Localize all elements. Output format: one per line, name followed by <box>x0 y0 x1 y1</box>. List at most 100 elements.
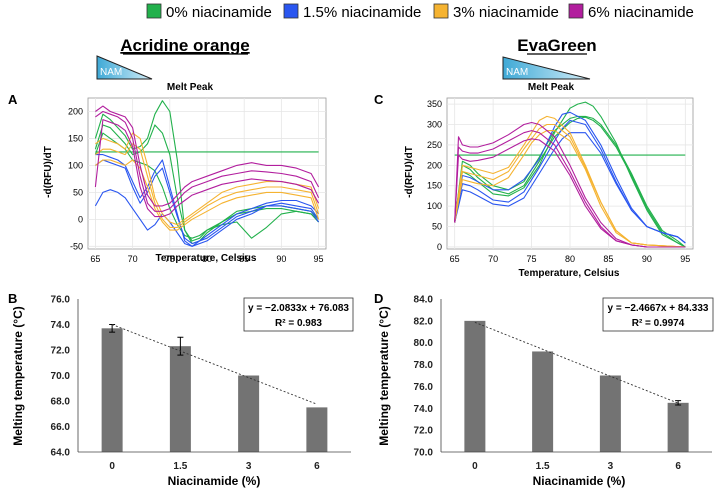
nam-label-right: NAM <box>506 67 528 78</box>
x-tick-label: 1.5 <box>536 461 550 472</box>
melting-temperature-bar-chart-acridine-orange: 64.0 66.0 68.0 70.0 72.0 74.0 76.0 0 1.5 3 6 y = … <box>11 295 354 488</box>
x-tick-label: 0 <box>472 461 478 472</box>
chart-d-trendline-box: y = −2.4667x + 84.333 R² = 0.9974 <box>602 297 714 332</box>
bar <box>169 346 191 452</box>
y-tick-label: 350 <box>427 99 442 109</box>
chart-b-r2: R² = 0.983 <box>275 318 322 329</box>
x-tick-label: 6 <box>675 461 681 472</box>
series-line-6-niacinamide <box>454 121 686 248</box>
series-line-3-niacinamide <box>454 130 686 248</box>
chart-a-grid <box>88 98 326 249</box>
x-tick-label: 75 <box>527 254 537 264</box>
y-tick-label: 200 <box>68 106 83 116</box>
nam-label-left: NAM <box>100 67 122 78</box>
series-line-1-5-niacinamide <box>95 154 320 247</box>
x-tick-label: 1.5 <box>173 461 187 472</box>
y-tick-label: 68.0 <box>51 397 71 408</box>
y-tick-label: 74.0 <box>51 320 71 331</box>
y-tick-label: 82.0 <box>414 316 434 327</box>
chart-b-x-label: Niacinamide (%) <box>168 474 261 488</box>
chart-a-title: Melt Peak <box>167 82 214 93</box>
chart-d-x-label: Niacinamide (%) <box>533 474 626 488</box>
legend-swatch-1_5pct <box>283 3 299 19</box>
x-tick-label: 90 <box>276 254 286 264</box>
melting-temperature-bar-chart-evagreen: 70.072.074.076.078.080.082.084.0 0 1.5 3 6 … <box>377 295 714 488</box>
y-tick-label: 100 <box>68 160 83 170</box>
chart-d-y-label: Melting temperature (°C) <box>377 306 391 445</box>
chart-b-y-label: Melting temperature (°C) <box>11 306 25 445</box>
y-tick-label: 78.0 <box>414 360 434 371</box>
bar <box>306 407 328 452</box>
x-tick-label: 70 <box>128 254 138 264</box>
x-tick-label: 65 <box>450 254 460 264</box>
chart-c-y-label: -d(RFU)/dT <box>404 146 415 198</box>
series-line-3-niacinamide <box>95 132 320 226</box>
panel-label-a: A <box>8 92 18 107</box>
x-tick-label: 75 <box>165 254 175 264</box>
x-tick-label: 65 <box>90 254 100 264</box>
chart-d-r2: R² = 0.9974 <box>632 318 685 329</box>
y-tick-label: 50 <box>73 187 83 197</box>
y-tick-label: 70.0 <box>414 448 434 459</box>
chart-c-x-ticks: 65 70 75 80 85 90 95 <box>450 254 691 264</box>
chart-a-series <box>94 100 320 247</box>
x-tick-label: 0 <box>109 461 115 472</box>
y-tick-label: 150 <box>427 181 442 191</box>
trendline <box>111 324 318 405</box>
y-tick-label: 200 <box>427 160 442 170</box>
legend-swatch-6pct <box>568 3 584 19</box>
y-tick-label: 100 <box>427 201 442 211</box>
x-tick-label: 70 <box>488 254 498 264</box>
chart-b-y-ticks: 64.0 66.0 68.0 70.0 72.0 74.0 76.0 <box>51 295 71 459</box>
left-column-title: Acridine orange <box>120 36 249 55</box>
chart-a-y-ticks: -50 0 50 100 150 200 <box>68 106 83 251</box>
chart-b-x-ticks: 0 1.5 3 6 <box>109 461 320 472</box>
y-tick-label: 0 <box>78 214 83 224</box>
y-tick-label: 76.0 <box>51 295 71 306</box>
x-tick-label: 6 <box>314 461 320 472</box>
legend: 0% niacinamide 1.5% niacinamide 3% niaci… <box>146 3 694 21</box>
right-column-title: EvaGreen <box>517 36 596 55</box>
series-line-1-5-niacinamide <box>95 159 320 245</box>
legend-label-0pct: 0% niacinamide <box>166 4 272 21</box>
chart-b-trendline-box: y = −2.0833x + 76.083 R² = 0.983 <box>243 297 354 332</box>
nam-triangle-right <box>502 56 591 80</box>
x-tick-label: 3 <box>246 461 252 472</box>
series-line-6-niacinamide <box>94 119 320 218</box>
series-line-3-niacinamide <box>95 159 320 231</box>
melt-peak-chart-evagreen: Melt Peak 0 50 100 150 200 250 300 350 65 70 75 80… <box>404 82 694 279</box>
bar <box>599 375 621 452</box>
x-tick-label: 80 <box>202 254 212 264</box>
series-line-3-niacinamide <box>454 123 686 248</box>
legend-label-1_5pct: 1.5% niacinamide <box>303 4 421 21</box>
x-tick-label: 85 <box>239 254 249 264</box>
bar <box>101 328 123 452</box>
chart-a-y-label: -d(RFU)/dT <box>43 146 54 198</box>
series-line-0-niacinamide <box>454 115 686 248</box>
chart-a-x-label: Temperature, Celsius <box>156 253 257 264</box>
legend-label-6pct: 6% niacinamide <box>588 4 694 21</box>
panel-label-b: B <box>8 291 17 306</box>
series-line-6-niacinamide <box>95 110 320 212</box>
trendline <box>474 321 679 404</box>
x-tick-label: 95 <box>314 254 324 264</box>
melt-peak-chart-acridine-orange: Melt Peak -50 0 50 100 150 200 65 70 75 80 85 90 95… <box>43 82 327 264</box>
nam-gradient-right: NAM <box>502 56 591 80</box>
series-line-3-niacinamide <box>95 143 320 228</box>
y-tick-label: 64.0 <box>51 448 71 459</box>
panel-label-c: C <box>374 92 384 107</box>
bar <box>532 351 554 452</box>
bar <box>464 320 486 452</box>
chart-d-bars <box>464 320 689 452</box>
y-tick-label: 50 <box>432 222 442 232</box>
chart-d-y-ticks: 70.0 72.0 74.0 76.0 78.0 80.0 82.0 84.0 <box>414 295 434 459</box>
series-line-1-5-niacinamide <box>94 189 320 247</box>
panel-label-d: D <box>374 291 383 306</box>
y-tick-label: 74.0 <box>414 404 434 415</box>
bar <box>667 402 689 452</box>
x-tick-label: 95 <box>680 254 690 264</box>
chart-b-equation-box <box>243 297 354 332</box>
nam-gradient-left: NAM <box>96 55 153 80</box>
chart-c-title: Melt Peak <box>528 82 575 93</box>
